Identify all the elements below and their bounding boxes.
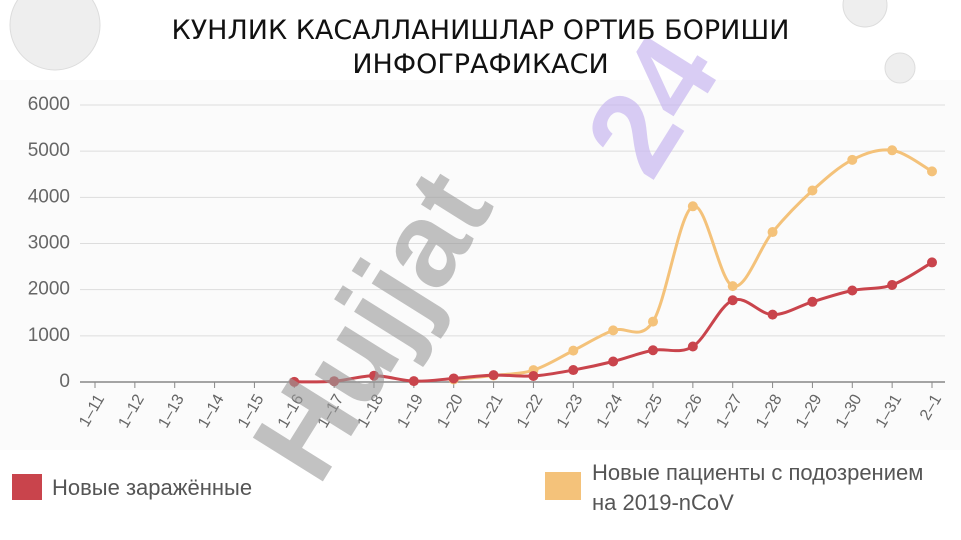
- data-point: [767, 309, 778, 320]
- data-point: [687, 341, 698, 352]
- data-point: [807, 296, 818, 307]
- data-point: [687, 201, 698, 212]
- data-point: [648, 316, 658, 327]
- data-point: [648, 345, 658, 356]
- data-point: [847, 285, 858, 296]
- legend-swatch: [545, 472, 581, 500]
- data-point: [727, 295, 738, 306]
- chart-title: КУНЛИК КАСАЛЛАНИШЛАР ОРТИБ БОРИШИ ИНФОГР…: [171, 15, 790, 80]
- data-point: [488, 370, 499, 381]
- data-point: [329, 376, 340, 387]
- data-point: [369, 370, 379, 381]
- legend-label: Новые пациенты с подозрением на 2019-nCo…: [592, 460, 924, 515]
- y-tick-label: 5000: [28, 140, 70, 161]
- plot-background: [0, 80, 961, 450]
- data-point: [807, 185, 818, 196]
- decoration: [9, 0, 101, 71]
- y-tick-label: 2000: [28, 279, 70, 300]
- data-point: [847, 154, 858, 165]
- data-point: [727, 281, 738, 292]
- y-tick-label: 6000: [28, 94, 70, 115]
- data-point: [568, 345, 579, 356]
- y-tick-label: 4000: [28, 186, 70, 207]
- data-point: [289, 376, 300, 387]
- data-point: [448, 373, 459, 384]
- data-point: [528, 370, 539, 381]
- decoration: [884, 52, 916, 84]
- legend-label: Новые заражённые: [52, 475, 253, 500]
- data-point: [568, 365, 579, 376]
- y-tick-label: 0: [59, 371, 70, 392]
- data-point: [887, 279, 898, 290]
- data-point: [887, 145, 898, 156]
- y-tick-label: 3000: [28, 233, 70, 254]
- data-point: [608, 356, 619, 367]
- data-point: [927, 257, 937, 268]
- data-point: [408, 376, 419, 387]
- decoration: [842, 0, 888, 28]
- data-point: [927, 166, 937, 177]
- y-tick-label: 1000: [28, 325, 70, 346]
- data-point: [608, 325, 619, 336]
- data-point: [767, 227, 778, 238]
- legend-swatch: [12, 474, 42, 500]
